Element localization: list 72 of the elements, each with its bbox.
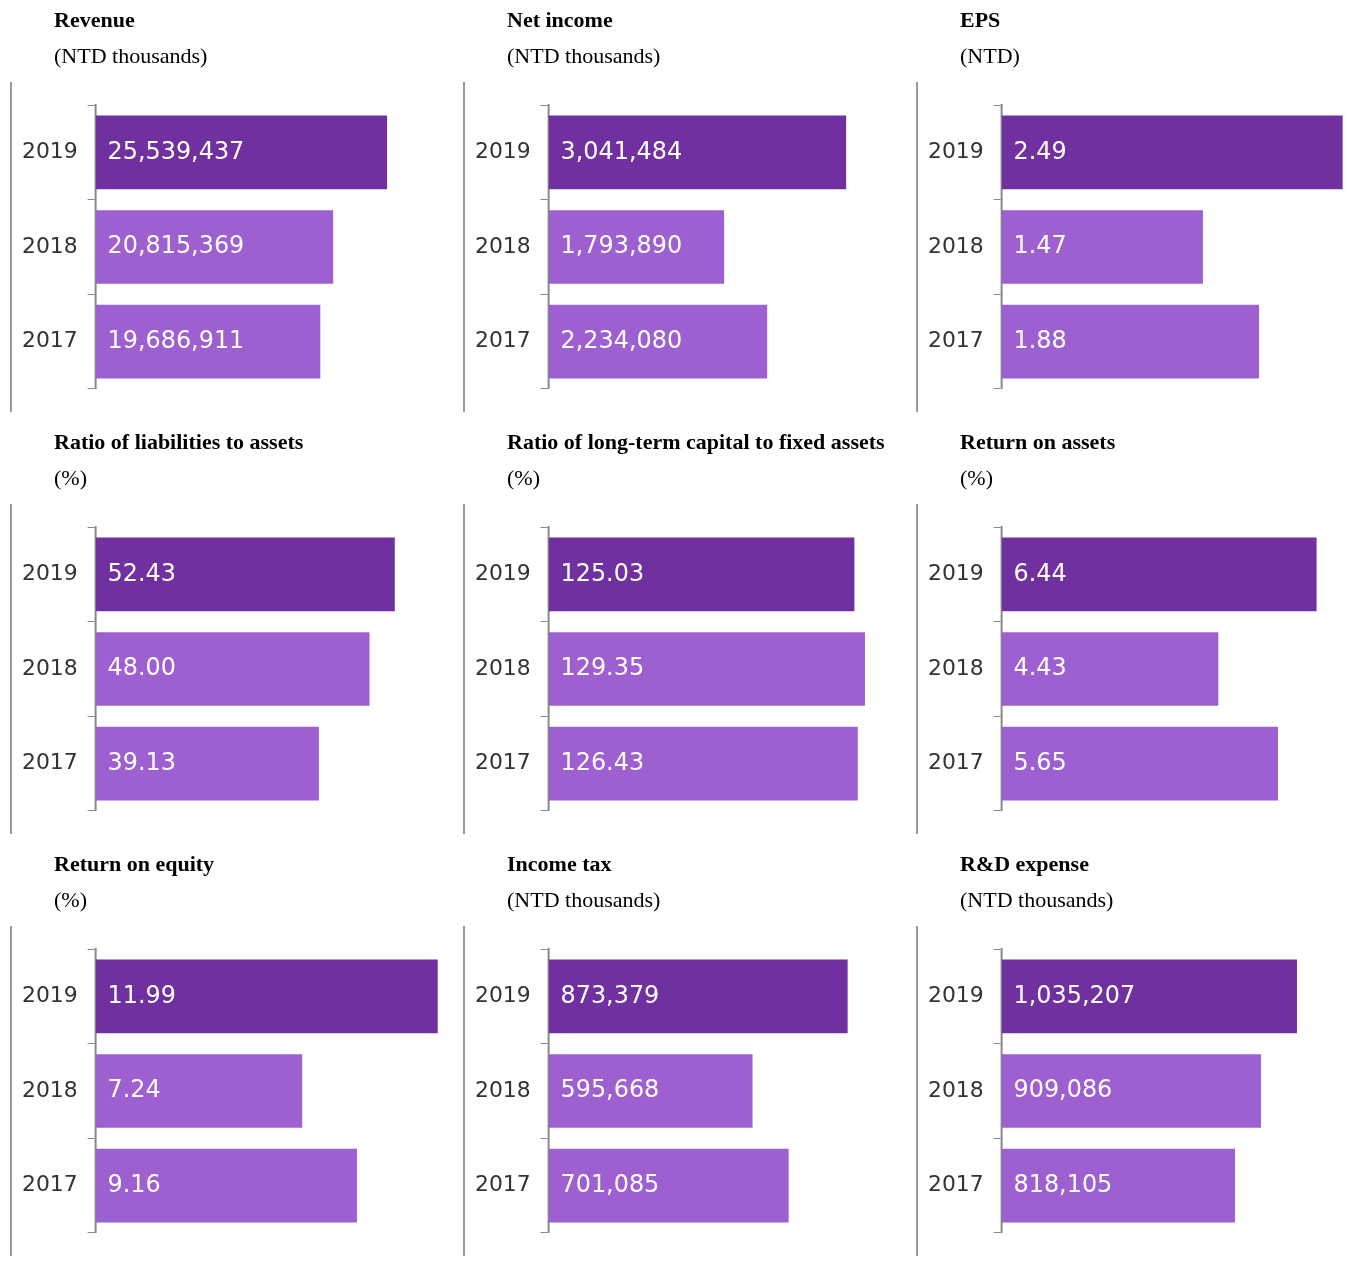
chart-subtitle: (NTD thousands)	[507, 42, 662, 70]
y-tick-label: 2017	[21, 1171, 78, 1197]
chart-title: R&D expense	[960, 851, 1089, 876]
data-label: 129.35	[560, 653, 645, 682]
y-tick-label: 2017	[21, 327, 78, 353]
data-label: 2,234,080	[560, 325, 683, 354]
data-label: 7.24	[107, 1075, 161, 1104]
chart-subtitle: (NTD thousands)	[54, 42, 209, 70]
chart-subtitle: (%)	[54, 886, 88, 914]
y-tick-label: 2019	[927, 560, 984, 586]
chart-subtitle: (%)	[960, 464, 994, 492]
y-tick-label: 2019	[21, 982, 78, 1008]
y-tick-label: 2019	[474, 560, 531, 586]
chart-title: Return on equity	[54, 851, 215, 876]
data-label: 126.43	[560, 747, 645, 776]
chart-title: Income tax	[507, 851, 612, 876]
chart-title: Net income	[507, 7, 613, 32]
data-label: 6.44	[1013, 558, 1067, 587]
data-label: 4.43	[1013, 653, 1067, 682]
data-label: 52.43	[107, 558, 176, 587]
data-label: 818,105	[1013, 1169, 1113, 1198]
y-tick-label: 2018	[927, 1076, 984, 1102]
y-tick-label: 2019	[927, 138, 984, 164]
data-label: 2.49	[1013, 136, 1067, 165]
y-tick-label: 2018	[474, 232, 531, 258]
data-label: 1.47	[1013, 231, 1067, 260]
y-tick-label: 2018	[21, 232, 78, 258]
data-label: 1.88	[1013, 325, 1067, 354]
y-tick-label: 2019	[927, 982, 984, 1008]
y-tick-label: 2019	[474, 138, 531, 164]
y-tick-label: 2018	[927, 232, 984, 258]
data-label: 595,668	[560, 1075, 660, 1104]
chart-title: Revenue	[54, 7, 135, 32]
chart-title: Return on assets	[960, 429, 1116, 454]
data-label: 125.03	[560, 558, 645, 587]
y-tick-label: 2019	[21, 560, 78, 586]
data-label: 20,815,369	[107, 231, 245, 260]
data-label: 19,686,911	[107, 325, 245, 354]
y-tick-label: 2018	[21, 1076, 78, 1102]
data-label: 1,793,890	[560, 231, 683, 260]
chart-subtitle: (%)	[507, 464, 541, 492]
y-tick-label: 2017	[21, 749, 78, 775]
y-tick-label: 2017	[474, 749, 531, 775]
chart-subtitle: (NTD thousands)	[960, 886, 1115, 914]
data-label: 48.00	[107, 653, 176, 682]
data-label: 25,539,437	[107, 136, 245, 165]
y-tick-label: 2018	[474, 654, 531, 680]
y-tick-label: 2018	[474, 1076, 531, 1102]
data-label: 39.13	[107, 747, 176, 776]
y-tick-label: 2017	[927, 749, 984, 775]
data-label: 909,086	[1013, 1075, 1113, 1104]
chart-title: Ratio of liabilities to assets	[54, 429, 304, 454]
y-tick-label: 2017	[474, 1171, 531, 1197]
data-label: 1,035,207	[1013, 980, 1136, 1009]
data-label: 873,379	[560, 980, 660, 1009]
data-label: 701,085	[560, 1169, 660, 1198]
chart-title: EPS	[960, 7, 1001, 32]
data-label: 3,041,484	[560, 136, 683, 165]
data-label: 5.65	[1013, 747, 1067, 776]
chart-subtitle: (%)	[54, 464, 88, 492]
y-tick-label: 2017	[927, 327, 984, 353]
chart-subtitle: (NTD thousands)	[507, 886, 662, 914]
y-tick-label: 2017	[474, 327, 531, 353]
y-tick-label: 2018	[21, 654, 78, 680]
y-tick-label: 2019	[21, 138, 78, 164]
y-tick-label: 2018	[927, 654, 984, 680]
chart-subtitle: (NTD)	[960, 42, 1021, 70]
y-tick-label: 2019	[474, 982, 531, 1008]
y-tick-label: 2017	[927, 1171, 984, 1197]
chart-title: Ratio of long-term capital to fixed assets	[507, 429, 885, 454]
data-label: 11.99	[107, 980, 176, 1009]
data-label: 9.16	[107, 1169, 161, 1198]
